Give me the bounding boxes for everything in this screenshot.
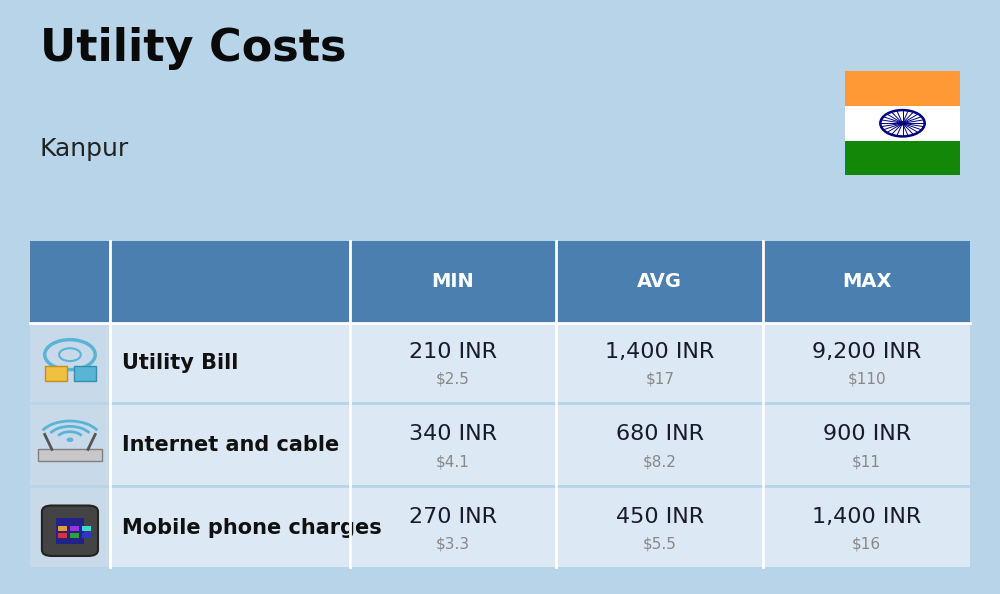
Bar [845, 71, 960, 106]
Bar [58, 526, 67, 531]
Bar [30, 488, 110, 567]
Bar [45, 366, 67, 381]
Bar [70, 526, 79, 531]
Text: $17: $17 [645, 372, 674, 387]
Bar [70, 533, 79, 538]
Text: Internet and cable: Internet and cable [122, 435, 339, 455]
Bar [845, 106, 960, 141]
Text: $2.5: $2.5 [436, 372, 470, 387]
Text: 210 INR: 210 INR [409, 342, 497, 362]
Circle shape [900, 122, 905, 125]
Circle shape [67, 438, 73, 441]
Text: Utility Costs: Utility Costs [40, 27, 347, 69]
Text: $8.2: $8.2 [643, 454, 677, 469]
Bar [82, 526, 91, 531]
Text: 1,400 INR: 1,400 INR [605, 342, 714, 362]
Bar [56, 518, 84, 544]
Text: $11: $11 [852, 454, 881, 469]
FancyBboxPatch shape [42, 505, 98, 556]
Bar [74, 366, 96, 381]
Text: Utility Bill: Utility Bill [122, 353, 238, 372]
Bar [30, 405, 110, 485]
Bar [58, 533, 67, 538]
Bar [30, 323, 110, 402]
Text: $110: $110 [847, 372, 886, 387]
Text: Mobile phone charges: Mobile phone charges [122, 517, 382, 538]
Text: 340 INR: 340 INR [409, 424, 497, 444]
Text: AVG: AVG [637, 272, 682, 291]
Bar [30, 405, 970, 485]
Text: 450 INR: 450 INR [616, 507, 704, 527]
Text: 270 INR: 270 INR [409, 507, 497, 527]
Text: MIN: MIN [432, 272, 474, 291]
Text: $4.1: $4.1 [436, 454, 470, 469]
Bar [38, 450, 102, 461]
Text: 900 INR: 900 INR [823, 424, 911, 444]
Bar [845, 141, 960, 175]
Text: 9,200 INR: 9,200 INR [812, 342, 921, 362]
Bar [30, 488, 970, 567]
Text: $5.5: $5.5 [643, 536, 677, 551]
Text: Kanpur: Kanpur [40, 137, 129, 160]
Text: 1,400 INR: 1,400 INR [812, 507, 921, 527]
Bar [30, 323, 970, 402]
Text: $16: $16 [852, 536, 881, 551]
Bar [82, 533, 91, 538]
Text: $3.3: $3.3 [436, 536, 470, 551]
Text: 680 INR: 680 INR [616, 424, 704, 444]
Bar [30, 241, 970, 323]
Text: MAX: MAX [842, 272, 891, 291]
